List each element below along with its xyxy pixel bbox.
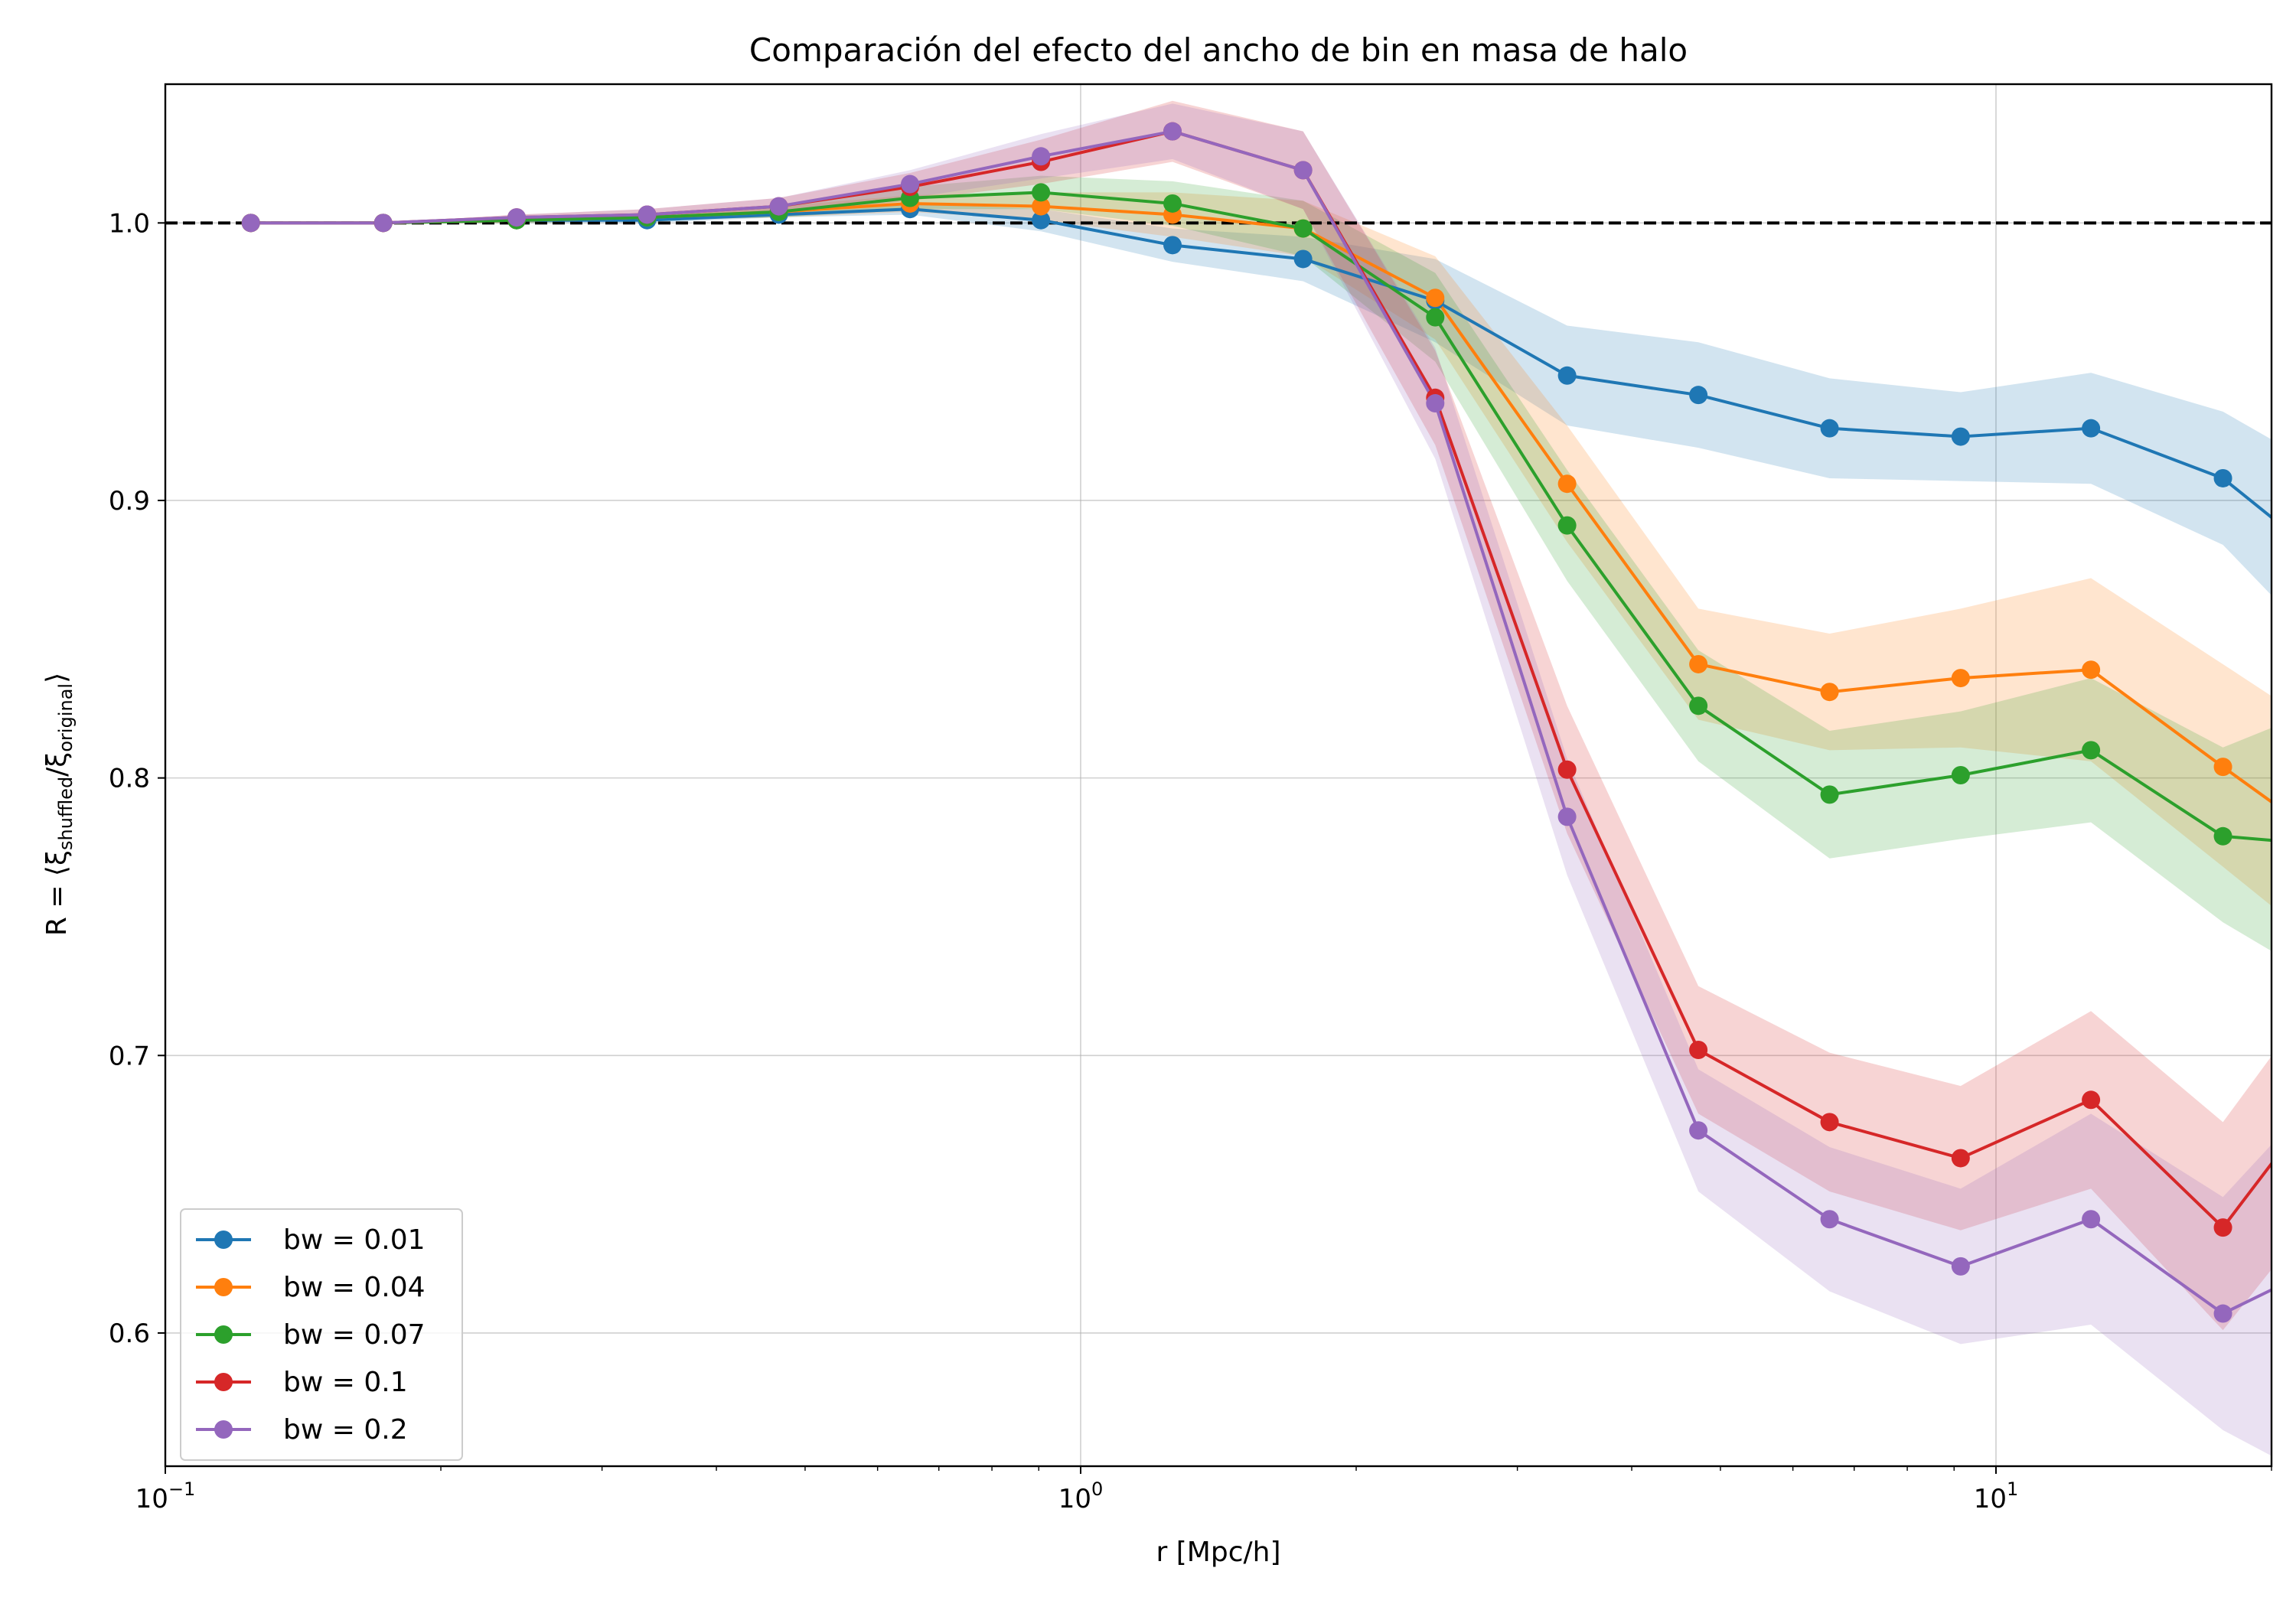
- error-band-2: [250, 192, 2272, 906]
- data-point: [2082, 1210, 2101, 1229]
- error-band-3: [250, 175, 2272, 951]
- legend-label: bw = 0.1: [283, 1367, 408, 1398]
- error-band-1: [250, 203, 2272, 595]
- data-point: [1820, 683, 1839, 702]
- data-point: [2213, 758, 2232, 777]
- data-point: [1951, 669, 1970, 688]
- data-point: [1032, 197, 1051, 216]
- data-point: [2082, 741, 2101, 760]
- y-tick-label: 0.9: [109, 486, 150, 517]
- data-point: [1951, 427, 1970, 446]
- data-point: [507, 208, 527, 227]
- legend-marker: [214, 1373, 233, 1391]
- legend-marker: [214, 1278, 233, 1296]
- data-point: [1032, 147, 1051, 166]
- legend-label: bw = 0.2: [283, 1414, 408, 1446]
- data-point: [1032, 183, 1051, 202]
- data-point: [1426, 394, 1445, 413]
- data-point: [1557, 760, 1577, 779]
- x-tick-label: 100: [1058, 1478, 1104, 1514]
- data-point: [2082, 660, 2101, 680]
- data-point: [1951, 1257, 1970, 1276]
- data-point: [1689, 696, 1708, 715]
- data-point: [1820, 1210, 1839, 1229]
- x-axis-label: r [Mpc/h]: [1156, 1537, 1281, 1568]
- error-bands: [250, 100, 2272, 1456]
- data-point: [1689, 654, 1708, 673]
- data-point: [241, 214, 260, 233]
- legend-marker: [214, 1325, 233, 1344]
- data-point: [1557, 366, 1577, 385]
- plot-frame: [164, 83, 2273, 1468]
- error-band-5: [250, 103, 2272, 1456]
- data-point: [1557, 516, 1577, 535]
- data-point: [769, 197, 788, 216]
- data-point: [1951, 766, 1970, 784]
- data-point: [1689, 1121, 1708, 1140]
- data-point: [1293, 161, 1313, 180]
- y-tick-label: 0.6: [109, 1319, 150, 1349]
- data-point: [2082, 1090, 2101, 1110]
- y-tick-label: 1.0: [109, 208, 150, 239]
- data-point: [638, 205, 657, 224]
- legend-label: bw = 0.01: [283, 1224, 426, 1256]
- data-point: [1293, 219, 1313, 238]
- data-point: [1689, 1041, 1708, 1060]
- axis-ticks: 0.6 0.7 0.8 0.9 1.0 10−1 100 101: [109, 208, 2272, 1514]
- data-point: [1557, 474, 1577, 494]
- legend-label: bw = 0.07: [283, 1319, 426, 1351]
- legend-box: [180, 1208, 463, 1461]
- legend-marker: [214, 1231, 233, 1249]
- data-point: [1820, 1113, 1839, 1132]
- data-point: [2213, 468, 2232, 487]
- data-point: [1163, 122, 1182, 141]
- x-tick-label: 101: [1974, 1478, 2019, 1514]
- error-band-4: [250, 100, 2272, 1331]
- data-point: [1032, 210, 1051, 230]
- y-tick-label: 0.8: [109, 764, 150, 794]
- data-point: [1689, 386, 1708, 405]
- series-markers: [241, 122, 2232, 1323]
- data-point: [2213, 1218, 2232, 1237]
- data-point: [1163, 236, 1182, 255]
- data-point: [2213, 1304, 2232, 1323]
- legend: bw = 0.01 bw = 0.04 bw = 0.07 bw = 0.1 bw = …: [180, 1208, 463, 1461]
- legend-marker: [214, 1420, 233, 1439]
- data-point: [1951, 1149, 1970, 1168]
- data-point: [1293, 249, 1313, 269]
- data-point: [901, 174, 920, 194]
- data-point: [1426, 308, 1445, 327]
- y-tick-label: 0.7: [109, 1041, 150, 1071]
- data-point: [1426, 288, 1445, 308]
- data-point: [2082, 419, 2101, 438]
- data-point: [373, 214, 393, 233]
- data-point: [1820, 419, 1839, 438]
- legend-label: bw = 0.04: [283, 1272, 426, 1303]
- y-axis-label: R = ⟨ξshuffled/ξoriginal⟩: [41, 673, 77, 936]
- data-point: [1557, 807, 1577, 826]
- data-point: [2213, 826, 2232, 846]
- chart-title: Comparación del efecto del ancho de bin …: [749, 31, 1688, 69]
- data-point: [1820, 785, 1839, 804]
- x-tick-label: 10−1: [135, 1478, 196, 1514]
- data-point: [1163, 194, 1182, 213]
